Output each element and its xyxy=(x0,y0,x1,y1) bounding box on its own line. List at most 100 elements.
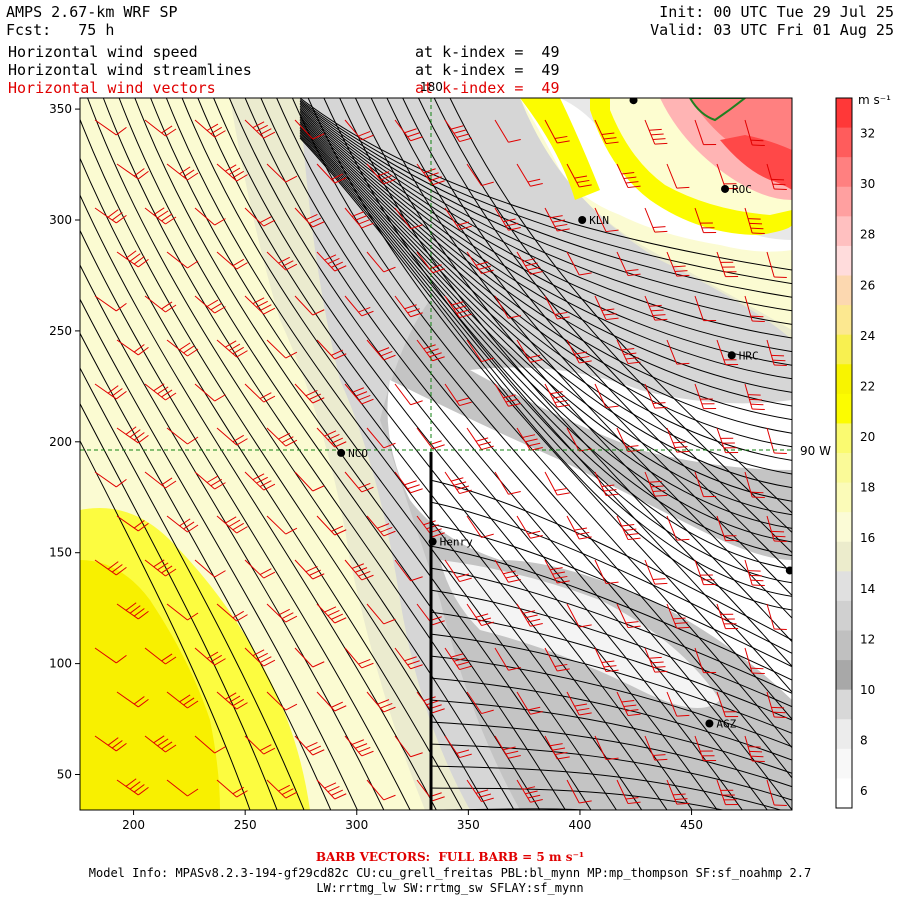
station-marker xyxy=(337,448,346,457)
wind-barb xyxy=(594,383,619,409)
wind-barb xyxy=(294,295,325,316)
streamline xyxy=(429,611,792,721)
field-name-wind-speed: Horizontal wind speed xyxy=(8,43,198,61)
wind-barb xyxy=(616,779,641,805)
wind-barb xyxy=(544,207,570,232)
wind-barb xyxy=(616,163,641,189)
colorbar-label: 12 xyxy=(860,632,875,646)
wind-barb xyxy=(366,427,396,449)
wind-barb xyxy=(394,559,423,582)
colorbar-label: 20 xyxy=(860,430,875,444)
streamline xyxy=(299,121,792,475)
wind-barb xyxy=(494,735,521,759)
wind-barb xyxy=(366,251,396,273)
streamline xyxy=(299,107,792,353)
wind-barb xyxy=(266,515,298,535)
wind-barb xyxy=(516,427,543,451)
init-time: Init: 00 UTC Tue 29 Jul 25 xyxy=(659,3,894,21)
wind-barb xyxy=(116,515,149,532)
station-marker xyxy=(721,184,730,193)
colorbar-units: m s⁻¹ xyxy=(858,93,891,107)
wind-barb xyxy=(316,339,347,360)
forecast-hour: Fcst: 75 h xyxy=(6,21,115,39)
barb-legend: BARB VECTORS: FULL BARB = 5 m s⁻¹ xyxy=(315,850,585,864)
x-tick-label: 350 xyxy=(457,818,480,832)
wind-barb xyxy=(216,779,248,798)
wind-barb xyxy=(594,559,619,585)
x-tick-label: 450 xyxy=(680,818,703,832)
wind-barb xyxy=(566,515,592,540)
wind-barb xyxy=(144,735,177,753)
wind-barb xyxy=(516,603,543,627)
wind-barb xyxy=(694,119,717,146)
wind-barb xyxy=(744,735,765,763)
wind-barb xyxy=(316,163,347,184)
wind-barb xyxy=(716,603,739,630)
plot-area: KLN ROC HRC NCO Henry AGZ xyxy=(80,98,792,810)
wind-barb xyxy=(394,207,423,230)
streamline xyxy=(80,439,251,810)
wind-barb xyxy=(144,207,177,225)
y-tick-label: 100 xyxy=(49,657,72,671)
wind-barb xyxy=(566,163,592,188)
wind-barb xyxy=(744,647,765,675)
wind-barb xyxy=(444,559,472,583)
x-tick-label: 400 xyxy=(569,818,592,832)
wind-barb xyxy=(766,603,787,631)
wind-barb xyxy=(166,163,199,181)
streamline xyxy=(299,105,792,339)
wind-barb xyxy=(716,427,739,454)
wind-barb xyxy=(644,471,668,497)
streamline xyxy=(80,298,358,810)
wind-barb xyxy=(494,559,521,583)
colorbar-swatch xyxy=(836,512,852,543)
wind-barb xyxy=(744,383,765,411)
x-tick-label: 200 xyxy=(122,818,145,832)
wind-barb xyxy=(416,339,445,362)
wind-barb xyxy=(694,295,717,322)
streamline xyxy=(355,98,792,643)
y-tick-label: 200 xyxy=(49,435,72,449)
wind-barb xyxy=(494,471,521,495)
wind-barb xyxy=(144,119,177,137)
streamline xyxy=(429,787,726,810)
streamline xyxy=(165,98,643,810)
colorbar-swatch xyxy=(836,186,852,217)
station-label: Henry xyxy=(440,536,473,549)
wind-barb xyxy=(244,207,276,227)
wind-barb xyxy=(694,647,717,674)
colorbar-swatch xyxy=(836,689,852,720)
station-marker xyxy=(428,537,437,546)
colorbar-swatch xyxy=(836,482,852,513)
field-name-vectors: Horizontal wind vectors xyxy=(8,79,216,97)
wind-barb xyxy=(394,471,423,494)
streamline xyxy=(299,112,792,393)
station-label: AGZ xyxy=(716,717,736,730)
streamline xyxy=(87,98,515,810)
model-physics: LW:rrtmg_lw SW:rrtmg_sw SFLAY:sf_mynn xyxy=(316,881,584,895)
wind-barb xyxy=(294,647,325,668)
station-marker xyxy=(705,719,714,728)
streamline xyxy=(260,98,792,810)
colorbar-label: 24 xyxy=(860,329,875,343)
wind-barb xyxy=(494,647,521,671)
wind-barb xyxy=(144,383,177,401)
wind-barb xyxy=(366,779,396,801)
wind-barb xyxy=(344,207,374,229)
wind-barb xyxy=(294,119,325,140)
wind-barb xyxy=(344,559,374,581)
colorbar-frame xyxy=(835,97,853,809)
wind-barb xyxy=(466,339,494,363)
streamline xyxy=(299,128,792,529)
streamline xyxy=(429,589,792,708)
streamline xyxy=(299,136,792,597)
wind-barb xyxy=(316,251,347,272)
wind-barb xyxy=(194,119,226,138)
wind-barb xyxy=(716,779,739,806)
streamline xyxy=(386,98,792,597)
streamline xyxy=(80,117,489,810)
wind-barb xyxy=(344,295,374,317)
wind-barb xyxy=(766,427,787,455)
wind-barb xyxy=(394,383,423,406)
colorbar-swatch xyxy=(836,719,852,750)
